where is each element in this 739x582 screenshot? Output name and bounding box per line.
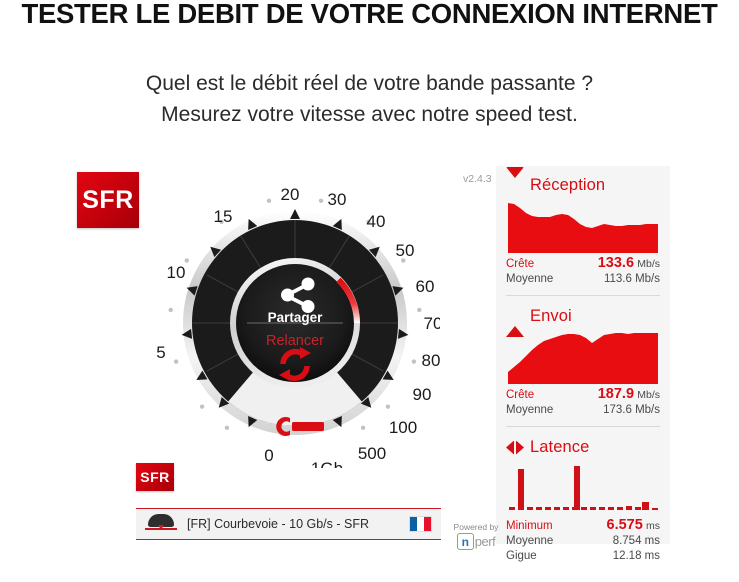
reception-peak-row: Crête 133.6 Mb/s: [506, 256, 660, 272]
latence-min-row: Minimum 6.575 ms: [506, 518, 660, 534]
reception-peak-value: 133.6: [597, 255, 635, 271]
page-title: TESTER LE DEBIT DE VOTRE CONNEXION INTER…: [21, 0, 718, 29]
envoi-avg-row: Moyenne 173.6 Mb/s: [506, 403, 660, 418]
share-label: Partager: [268, 310, 324, 325]
reception-avg-row: Moyenne 113.6 Mb/s: [506, 272, 660, 287]
gauge-tick-70: 70: [424, 314, 440, 333]
latence-avg-label: Moyenne: [506, 535, 554, 547]
gauge-tick-50: 50: [396, 241, 415, 260]
latence-avg-row: Moyenne 8.754 ms: [506, 534, 660, 549]
envoi-peak-label: Crête: [506, 389, 535, 401]
share-icon: [281, 277, 315, 313]
envoi-peak-value: 187.9: [597, 386, 635, 402]
subtitle-line-1: Quel est le débit réel de votre bande pa…: [145, 72, 594, 95]
metric-reception-title: Réception: [530, 175, 606, 194]
powered-by[interactable]: Powered by n perf: [447, 522, 505, 550]
gauge-tick-10: 10: [167, 263, 186, 282]
metric-divider-2: [506, 426, 660, 427]
page-subtitle: Quel est le débit réel de votre bande pa…: [0, 68, 739, 130]
envoi-peak-unit: Mb/s: [637, 389, 660, 401]
gauge-tick-100: 100: [389, 418, 417, 437]
version-label: v2.4.3: [463, 173, 492, 185]
gauge-tick-5: 5: [156, 343, 165, 362]
metric-envoi: Envoi Crête 187.9 Mb/s Moyenne 173: [496, 295, 670, 418]
gauge-tick-20: 20: [281, 185, 300, 204]
envoi-peak-row: Crête 187.9 Mb/s: [506, 387, 660, 403]
powered-by-text: Powered by: [453, 522, 499, 532]
reception-peak-label: Crête: [506, 258, 535, 270]
metric-latence-header: Latence: [506, 434, 660, 460]
metric-latence: Latence: [496, 426, 670, 564]
server-label: [FR] Courbevoie - 10 Gb/s - SFR: [187, 517, 370, 531]
fr-flag-icon: [410, 517, 431, 531]
metric-latence-values: Minimum 6.575 ms Moyenne 8.754 ms Gigue …: [506, 518, 660, 564]
latence-jitter-row: Gigue 12.18 ms: [506, 549, 660, 564]
metric-envoi-header: Envoi: [506, 303, 660, 337]
metric-reception-header: Réception: [506, 166, 660, 198]
envoi-avg-label: Moyenne: [506, 404, 554, 416]
gauge-tick-30: 30: [328, 190, 347, 209]
results-panel: Réception Crête 133.6 Mb/s Moyenne: [496, 166, 670, 562]
sfr-logo: SFR: [77, 172, 139, 228]
gauge-tick-500: 500: [358, 444, 386, 463]
nperf-logo: n perf: [447, 533, 505, 550]
latence-min-value: 6.575: [606, 517, 643, 533]
gauge-tick-0: 0: [264, 446, 273, 465]
gauge-tick-1gb: 1Gb: [311, 459, 343, 468]
latence-min-unit: ms: [646, 520, 660, 532]
gauge-tick-90: 90: [413, 385, 432, 404]
latence-min-label: Minimum: [506, 520, 553, 532]
latence-jitter-value: 12.18 ms: [612, 550, 660, 562]
speed-gauge[interactable]: 0 5 10 15 20 30 40 50 60 70 80 90 100 50…: [150, 178, 440, 468]
arrow-up-icon: [506, 308, 524, 337]
metric-envoi-title: Envoi: [530, 306, 572, 325]
server-icon: [145, 513, 179, 535]
metric-envoi-values: Crête 187.9 Mb/s Moyenne 173.6 Mb/s: [506, 387, 660, 418]
envoi-chart: [506, 330, 660, 386]
gauge-tick-15: 15: [214, 207, 233, 226]
reception-avg-label: Moyenne: [506, 273, 554, 285]
gauge-tick-80: 80: [422, 351, 440, 370]
arrow-down-icon: [506, 166, 524, 195]
nperf-logo-text: perf: [474, 534, 496, 549]
nperf-logo-n: n: [456, 533, 474, 550]
refresh-icon-heads: [279, 347, 311, 381]
wrench-icon: [276, 417, 324, 437]
gauge-tick-60: 60: [416, 277, 435, 296]
latence-chart: [506, 461, 660, 517]
speedtest-widget: SFR SFR: [0, 160, 739, 562]
sfr-logo-small: SFR: [136, 463, 174, 491]
metric-divider-1: [506, 295, 660, 296]
latence-jitter-label: Gigue: [506, 550, 537, 562]
server-selector[interactable]: [FR] Courbevoie - 10 Gb/s - SFR: [136, 508, 441, 540]
metric-reception: Réception Crête 133.6 Mb/s Moyenne: [496, 166, 670, 287]
restart-label: Relancer: [266, 333, 324, 349]
envoi-avg-value: 173.6 Mb/s: [603, 404, 660, 416]
reception-avg-value: 113.6 Mb/s: [603, 273, 660, 285]
metric-reception-values: Crête 133.6 Mb/s Moyenne 113.6 Mb/s: [506, 256, 660, 287]
latency-icon: [506, 440, 524, 455]
reception-peak-unit: Mb/s: [637, 258, 660, 270]
gauge-tick-40: 40: [367, 212, 386, 231]
latence-avg-value: 8.754 ms: [612, 535, 660, 547]
subtitle-line-2: Mesurez votre vitesse avec notre speed t…: [161, 103, 578, 126]
reception-chart: [506, 199, 660, 255]
metric-latence-title: Latence: [530, 437, 590, 456]
